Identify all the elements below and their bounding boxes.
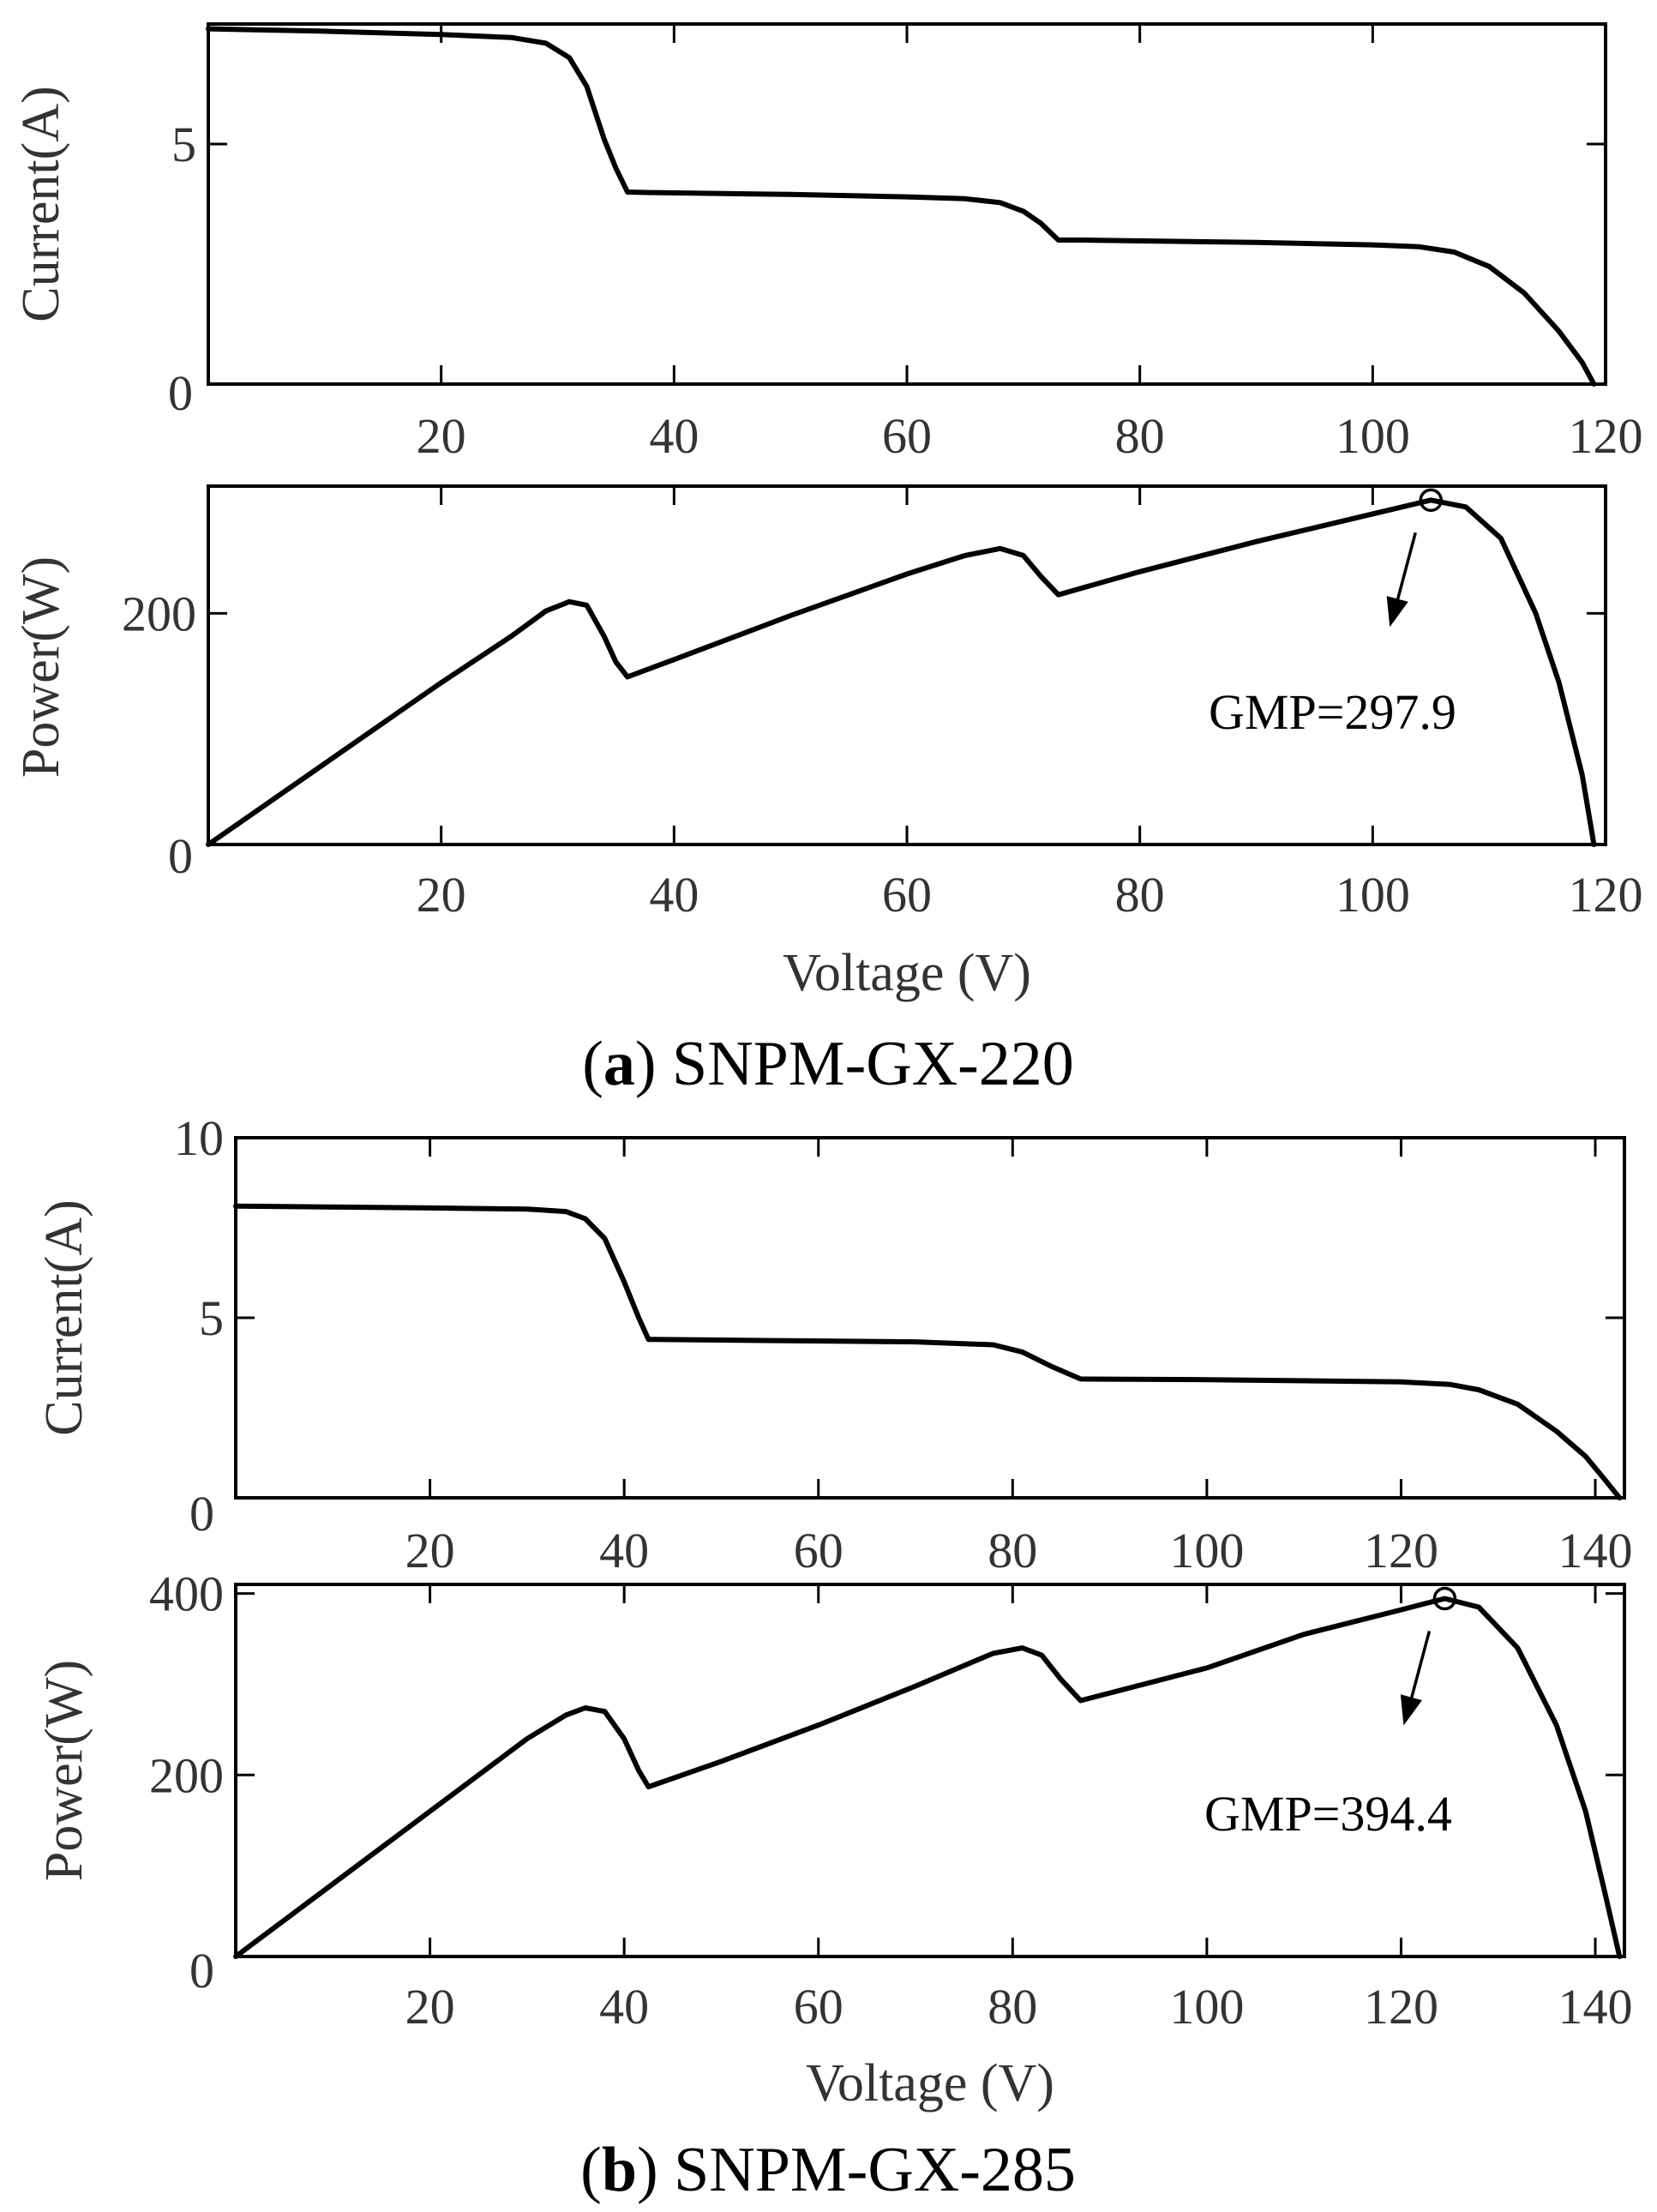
- current-voltage-curve: [206, 26, 1597, 387]
- x-tick-label: 120: [1569, 408, 1643, 464]
- caption-a-model: SNPM-GX-220: [672, 1029, 1074, 1099]
- gmp-arrow: [1407, 1631, 1432, 1709]
- caption-a: (a) SNPM-GX-220: [582, 1029, 1074, 1099]
- gmp-label: GMP=297.9: [1209, 684, 1456, 740]
- x-tick-label: 40: [599, 1523, 649, 1578]
- tick-marks: [236, 1584, 1624, 1957]
- x-tick-label: 100: [1336, 408, 1410, 464]
- y-tick-labels: 50: [168, 117, 196, 421]
- panel-b-power-chart: 20 40 60 80 100 120 140 200 400 0 GMP=394.4 Powe…: [35, 1566, 1633, 2113]
- power-voltage-curve: [206, 497, 1597, 847]
- plot-frame: [234, 1136, 1626, 1500]
- tick-marks: [236, 1138, 1624, 1498]
- y-axis-label: Power(W): [12, 556, 70, 778]
- tick-marks: [208, 24, 1606, 384]
- x-tick-label: 80: [1115, 408, 1165, 464]
- gmp-arrowhead: [1400, 1694, 1422, 1726]
- caption-a-letter: a: [603, 1029, 635, 1099]
- x-axis-label: Voltage (V): [806, 2054, 1054, 2113]
- x-axis-label: Voltage (V): [783, 944, 1031, 1002]
- plot-frame: [207, 484, 1607, 846]
- power-voltage-curve: [233, 1596, 1623, 1959]
- y-tick-label: 200: [122, 586, 196, 641]
- x-tick-label: 60: [882, 408, 932, 464]
- origin-tick-label: 0: [189, 1943, 214, 1999]
- x-tick-label: 40: [649, 408, 699, 464]
- x-tick-labels: 20 40 60 80 100 120 140: [405, 1979, 1633, 2035]
- gmp-marker: [1432, 1586, 1457, 1611]
- x-tick-label: 100: [1169, 1979, 1244, 2035]
- gmp-label: GMP=394.4: [1204, 1786, 1452, 1842]
- x-tick-label: 80: [988, 1523, 1037, 1578]
- x-tick-label: 100: [1336, 867, 1410, 923]
- x-tick-labels: 20 40 60 80 100 120 140: [405, 1523, 1633, 1578]
- x-tick-label: 80: [988, 1979, 1037, 2035]
- origin-tick-label: 0: [168, 828, 193, 884]
- caption-b: (b) SNPM-GX-285: [580, 2135, 1076, 2205]
- y-axis-label: Current(A): [35, 1199, 93, 1435]
- x-tick-labels: 20 40 60 80 100 120: [417, 867, 1643, 923]
- y-tick-label: 10: [174, 1110, 224, 1166]
- y-axis-label: Current(A): [12, 86, 70, 322]
- y-tick-label: 5: [199, 1290, 224, 1346]
- y-axis-label: Power(W): [35, 1660, 93, 1881]
- y-tick-labels: 200 400 0: [149, 1566, 224, 1999]
- x-tick-label: 40: [599, 1979, 649, 2035]
- x-tick-label: 120: [1569, 867, 1643, 923]
- x-tick-label: 20: [417, 867, 466, 923]
- x-tick-label: 80: [1115, 867, 1165, 923]
- panel-a-current-chart: 20 40 60 80 100 120 50 Current(A): [12, 22, 1643, 464]
- caption-b-letter: b: [602, 2135, 637, 2205]
- origin-tick-label: 0: [168, 365, 193, 421]
- y-tick-label: 400: [149, 1566, 224, 1622]
- x-tick-label: 60: [794, 1523, 844, 1578]
- gmp-marker: [1419, 488, 1443, 513]
- plot-frame: [234, 1583, 1626, 1958]
- x-tick-label: 20: [417, 408, 466, 464]
- y-tick-labels: 5 10 0: [174, 1110, 224, 1542]
- x-tick-label: 40: [649, 867, 699, 923]
- gmp-arrowhead: [1386, 596, 1408, 628]
- x-tick-label: 60: [882, 867, 932, 923]
- x-tick-label: 60: [794, 1979, 844, 2035]
- x-tick-label: 120: [1364, 1979, 1438, 2035]
- x-tick-label: 20: [405, 1979, 455, 2035]
- current-voltage-curve: [233, 1203, 1623, 1500]
- y-tick-label: 5: [171, 117, 196, 172]
- gmp-arrow: [1393, 532, 1417, 610]
- x-tick-label: 140: [1558, 1979, 1633, 2035]
- origin-tick-label: 0: [189, 1486, 214, 1542]
- x-tick-label: 120: [1364, 1523, 1438, 1578]
- x-tick-label: 140: [1558, 1523, 1633, 1578]
- plot-frame: [207, 22, 1607, 386]
- x-tick-label: 20: [405, 1523, 455, 1578]
- x-tick-label: 100: [1169, 1523, 1244, 1578]
- tick-marks: [208, 486, 1606, 845]
- x-tick-labels: 20 40 60 80 100 120: [417, 408, 1643, 464]
- y-tick-label: 200: [149, 1747, 224, 1803]
- caption-b-model: SNPM-GX-285: [674, 2135, 1076, 2205]
